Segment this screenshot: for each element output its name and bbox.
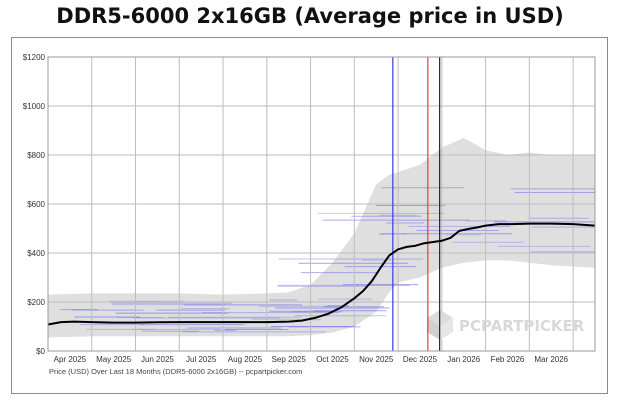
x-tick-label: Feb 2026 bbox=[491, 355, 525, 364]
x-tick-label: Sep 2025 bbox=[272, 355, 307, 364]
average-price-series bbox=[47, 222, 596, 326]
chart-panel: PCPARTPICKER $0 $200 $400 $600 $800 $1000 $120… bbox=[11, 37, 608, 394]
y-tick-label: $600 bbox=[27, 200, 45, 209]
vertical-markers bbox=[392, 57, 441, 351]
listing-bands bbox=[48, 137, 595, 338]
x-tick-label: Oct 2025 bbox=[316, 355, 349, 364]
x-tick-label: Apr 2025 bbox=[54, 355, 87, 364]
chart-title: DDR5-6000 2x16GB (Average price in USD) bbox=[56, 4, 564, 28]
x-tick-label: May 2025 bbox=[96, 355, 132, 364]
x-tick-label: Jun 2025 bbox=[141, 355, 174, 364]
x-tick-label: Jan 2026 bbox=[447, 355, 480, 364]
y-axis-ticks: $0 $200 $400 $600 $800 $1000 $1200 bbox=[23, 53, 46, 356]
x-tick-label: Aug 2025 bbox=[228, 355, 263, 364]
pcpartpicker-logo: PCPARTPICKER bbox=[427, 310, 585, 340]
x-tick-label: Jul 2025 bbox=[186, 355, 217, 364]
x-tick-label: Mar 2026 bbox=[534, 355, 568, 364]
y-tick-label: $400 bbox=[27, 249, 45, 258]
average-price-line bbox=[47, 222, 596, 326]
x-axis-ticks: Apr 2025 May 2025 Jun 2025 Jul 2025 Aug 2025… bbox=[54, 355, 569, 364]
x-tick-label: Dec 2025 bbox=[403, 355, 438, 364]
x-tick-label: Nov 2025 bbox=[359, 355, 394, 364]
x-axis-caption: Price (USD) Over Last 18 Months (DDR5-60… bbox=[49, 367, 302, 376]
y-tick-label: $1200 bbox=[23, 53, 46, 62]
watermark-text: PCPARTPICKER bbox=[459, 317, 585, 335]
y-tick-label: $200 bbox=[27, 298, 45, 307]
y-tick-label: $0 bbox=[36, 347, 45, 356]
y-tick-label: $800 bbox=[27, 151, 45, 160]
plot-frame bbox=[47, 56, 596, 352]
price-chart: PCPARTPICKER $0 $200 $400 $600 $800 $1000 $120… bbox=[23, 53, 596, 376]
y-tick-label: $1000 bbox=[23, 102, 46, 111]
